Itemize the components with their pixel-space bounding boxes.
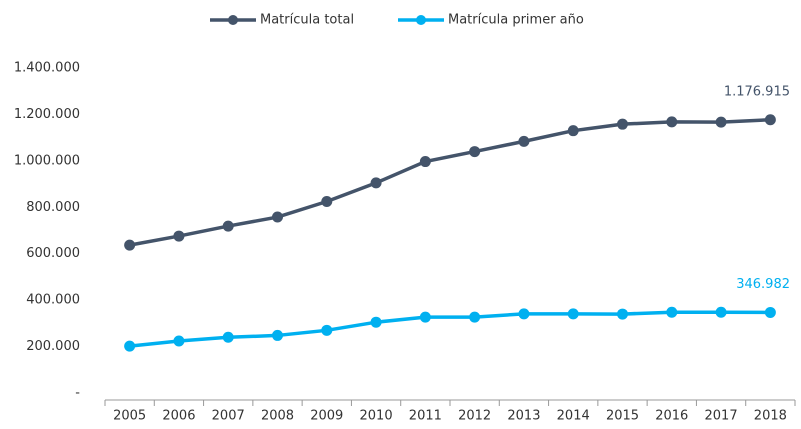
point [370, 316, 382, 328]
x-tick-label: 2005 [113, 409, 146, 424]
point [370, 177, 382, 189]
point [469, 311, 481, 323]
point [715, 116, 727, 128]
x-tick-label: 2016 [655, 409, 688, 424]
point [321, 195, 333, 207]
y-tick-label: - [75, 386, 80, 401]
point [124, 340, 136, 352]
point [469, 146, 481, 158]
point [518, 135, 530, 147]
legend-marker [416, 15, 426, 25]
point [666, 306, 678, 318]
x-tick-label: 2007 [212, 409, 245, 424]
point [124, 239, 136, 251]
point [173, 230, 185, 242]
x-tick-label: 2009 [310, 409, 343, 424]
point [715, 306, 727, 318]
x-tick-label: 2011 [409, 409, 442, 424]
point [567, 308, 579, 320]
point [617, 308, 628, 320]
point [764, 306, 776, 318]
point [321, 324, 333, 336]
y-tick-label: 800.000 [26, 200, 80, 215]
x-tick-label: 2017 [705, 409, 738, 424]
x-tick-label: 2010 [360, 409, 393, 424]
point [272, 329, 283, 341]
y-tick-label: 600.000 [26, 246, 80, 261]
y-tick-label: 200.000 [26, 339, 80, 354]
data-label: 346.982 [736, 277, 790, 292]
point [222, 331, 234, 343]
x-tick-label: 2014 [557, 409, 590, 424]
series-line [129, 118, 771, 247]
x-tick-label: 2018 [754, 409, 787, 424]
data-label: 1.176.915 [724, 84, 790, 99]
legend-marker [228, 15, 238, 25]
point [518, 308, 530, 320]
x-tick-label: 2013 [507, 409, 540, 424]
x-tick-label: 2008 [261, 409, 294, 424]
point [173, 335, 185, 347]
point [764, 114, 776, 126]
x-tick-label: 2012 [458, 409, 491, 424]
point [419, 156, 431, 168]
x-tick-label: 2015 [606, 409, 639, 424]
x-tick-label: 2006 [162, 409, 195, 424]
point [567, 125, 579, 137]
legend-label: Matrícula primer año [448, 13, 584, 28]
point [666, 116, 678, 128]
point [617, 118, 628, 130]
series-line [129, 310, 771, 348]
legend-label: Matrícula total [260, 13, 354, 28]
y-tick-label: 1.400.000 [14, 61, 80, 76]
point [272, 211, 283, 223]
point [222, 220, 234, 232]
y-tick-label: 1.000.000 [14, 153, 80, 168]
point [419, 311, 431, 323]
y-tick-label: 1.200.000 [14, 107, 80, 122]
y-tick-label: 400.000 [26, 293, 80, 308]
